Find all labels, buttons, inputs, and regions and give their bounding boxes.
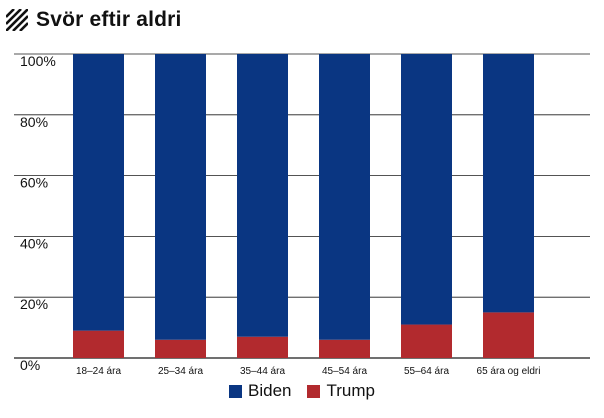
x-tick-label: 18–24 ára bbox=[76, 366, 121, 377]
legend-item: Trump bbox=[307, 381, 375, 401]
bar-trump bbox=[155, 339, 206, 358]
bar-biden bbox=[237, 54, 288, 337]
legend-swatch bbox=[307, 384, 321, 398]
chart: 0% 20% 40% 60% 80% 100% 18–24 ára 25–34 ára 35–4… bbox=[14, 53, 590, 377]
y-tick-label: 40% bbox=[20, 235, 48, 251]
title-row: Svör eftir aldri bbox=[6, 6, 182, 34]
bar-biden bbox=[155, 54, 206, 340]
x-tick-label: 55–64 ára bbox=[404, 366, 449, 377]
legend-item: Biden bbox=[229, 381, 291, 401]
bar-trump bbox=[237, 336, 288, 358]
bar-biden bbox=[401, 54, 452, 325]
y-tick-label: 0% bbox=[20, 357, 40, 373]
bar-biden bbox=[319, 54, 370, 340]
bar-trump bbox=[483, 312, 534, 358]
y-tick-label: 60% bbox=[20, 175, 48, 191]
bar-trump bbox=[319, 339, 370, 358]
legend-swatch bbox=[229, 384, 242, 398]
bar-trump bbox=[73, 330, 124, 358]
x-tick-label: 45–54 ára bbox=[322, 366, 367, 377]
legend: Biden Trump bbox=[0, 381, 604, 401]
chart-title: Svör eftir aldri bbox=[36, 8, 182, 31]
legend-label: Biden bbox=[248, 381, 292, 400]
x-tick-label: 35–44 ára bbox=[240, 366, 285, 377]
bar-trump bbox=[401, 324, 452, 358]
legend-label: Trump bbox=[326, 381, 375, 400]
bar-biden bbox=[483, 54, 534, 313]
y-tick-label: 20% bbox=[20, 296, 48, 312]
y-tick-label: 100% bbox=[20, 53, 56, 69]
y-tick-label: 80% bbox=[20, 114, 48, 130]
hatched-square-icon bbox=[6, 9, 28, 31]
x-tick-label: 25–34 ára bbox=[158, 366, 203, 377]
x-tick-label: 65 ára og eldri bbox=[477, 366, 541, 377]
bar-biden bbox=[73, 54, 124, 331]
